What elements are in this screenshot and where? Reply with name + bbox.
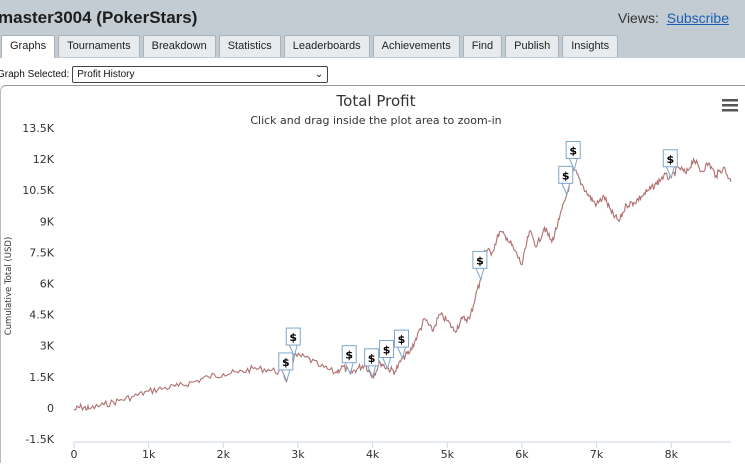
- x-tick-label: 8k: [665, 448, 679, 461]
- y-tick-label: 3K: [40, 340, 55, 353]
- y-tick-label: 0: [47, 402, 54, 415]
- y-tick-label: 1.5K: [29, 371, 54, 384]
- dollar-flag-marker[interactable]: $: [285, 327, 301, 358]
- tab-publish[interactable]: Publish: [505, 35, 560, 57]
- y-tick-label: 13.5K: [22, 122, 54, 135]
- tab-tournaments[interactable]: Tournaments: [58, 35, 140, 57]
- x-tick-label: 4k: [366, 448, 380, 461]
- views-label: Views:: [617, 10, 659, 26]
- marker-label: $: [398, 333, 406, 346]
- profit-chart[interactable]: Total Profit Click and drag inside the p…: [1, 86, 745, 462]
- marker-label: $: [383, 344, 391, 357]
- dollar-flag-marker[interactable]: $: [565, 140, 581, 171]
- x-tick-label: 7k: [590, 448, 604, 461]
- tab-statistics[interactable]: Statistics: [218, 35, 281, 57]
- dollar-flag-marker[interactable]: $: [558, 165, 574, 196]
- tab-insights[interactable]: Insights: [562, 35, 619, 57]
- y-axis-label: Cumulative Total (USD): [4, 237, 14, 336]
- graph-select[interactable]: Profit History ⌄: [72, 65, 329, 83]
- x-tick-label: 2k: [217, 448, 231, 461]
- dollar-flag-marker[interactable]: $: [364, 348, 380, 379]
- y-tick-label: -1.5K: [25, 433, 54, 446]
- x-tick-label: 6k: [515, 448, 529, 461]
- marker-label: $: [345, 349, 353, 362]
- dollar-flag-marker[interactable]: $: [472, 250, 488, 281]
- dollar-flag-marker[interactable]: $: [379, 340, 395, 370]
- y-tick-label: 10.5K: [22, 184, 54, 197]
- y-tick-label: 7.5K: [29, 246, 54, 259]
- dollar-flag-marker[interactable]: $: [278, 352, 294, 383]
- graph-select-value: Profit History: [77, 68, 135, 80]
- dollar-flag-marker[interactable]: $: [341, 345, 357, 376]
- subscribe-link[interactable]: Subscribe: [666, 10, 729, 26]
- tab-leaderboards[interactable]: Leaderboards: [283, 35, 370, 57]
- page-header: master3004 (PokerStars) Views: Subscribe…: [0, 0, 745, 58]
- marker-label: $: [289, 331, 297, 344]
- chart-title: Total Profit: [336, 92, 416, 110]
- views-area: Views: Subscribe: [618, 10, 729, 26]
- x-tick-label: 3k: [291, 448, 305, 461]
- y-tick-label: 9K: [40, 215, 55, 228]
- marker-label: $: [476, 254, 484, 267]
- y-tick-label: 12K: [33, 153, 55, 166]
- y-tick-label: 6K: [40, 278, 55, 291]
- menu-icon[interactable]: [722, 99, 738, 112]
- marker-label: $: [282, 356, 290, 369]
- marker-label: $: [569, 144, 577, 157]
- profit-series-line: [73, 157, 732, 412]
- y-tick-label: 4.5K: [29, 309, 54, 322]
- tab-find[interactable]: Find: [462, 35, 503, 57]
- graph-selector-row: Graph Selected: Profit History ⌄: [0, 65, 329, 83]
- graph-selector-label: Graph Selected:: [0, 68, 70, 80]
- chart-container: Total Profit Click and drag inside the p…: [0, 85, 745, 463]
- dollar-flag-marker[interactable]: $: [394, 329, 409, 360]
- marker-label: $: [368, 352, 376, 365]
- tab-breakdown[interactable]: Breakdown: [142, 35, 216, 57]
- tab-bar: Graphs Tournaments Breakdown Statistics …: [1, 35, 621, 58]
- marker-label: $: [666, 153, 674, 166]
- x-tick-label: 1k: [142, 448, 156, 461]
- marker-label: $: [562, 169, 570, 182]
- tab-achievements[interactable]: Achievements: [372, 35, 460, 57]
- x-tick-label: 0: [71, 448, 78, 461]
- x-tick-label: 5k: [441, 448, 455, 461]
- tab-graphs[interactable]: Graphs: [1, 35, 56, 58]
- dollar-flag-marker[interactable]: $: [662, 149, 678, 180]
- page-title: master3004 (PokerStars): [0, 8, 198, 27]
- chart-subtitle: Click and drag inside the plot area to z…: [250, 114, 501, 127]
- chevron-down-icon: ⌄: [314, 68, 324, 80]
